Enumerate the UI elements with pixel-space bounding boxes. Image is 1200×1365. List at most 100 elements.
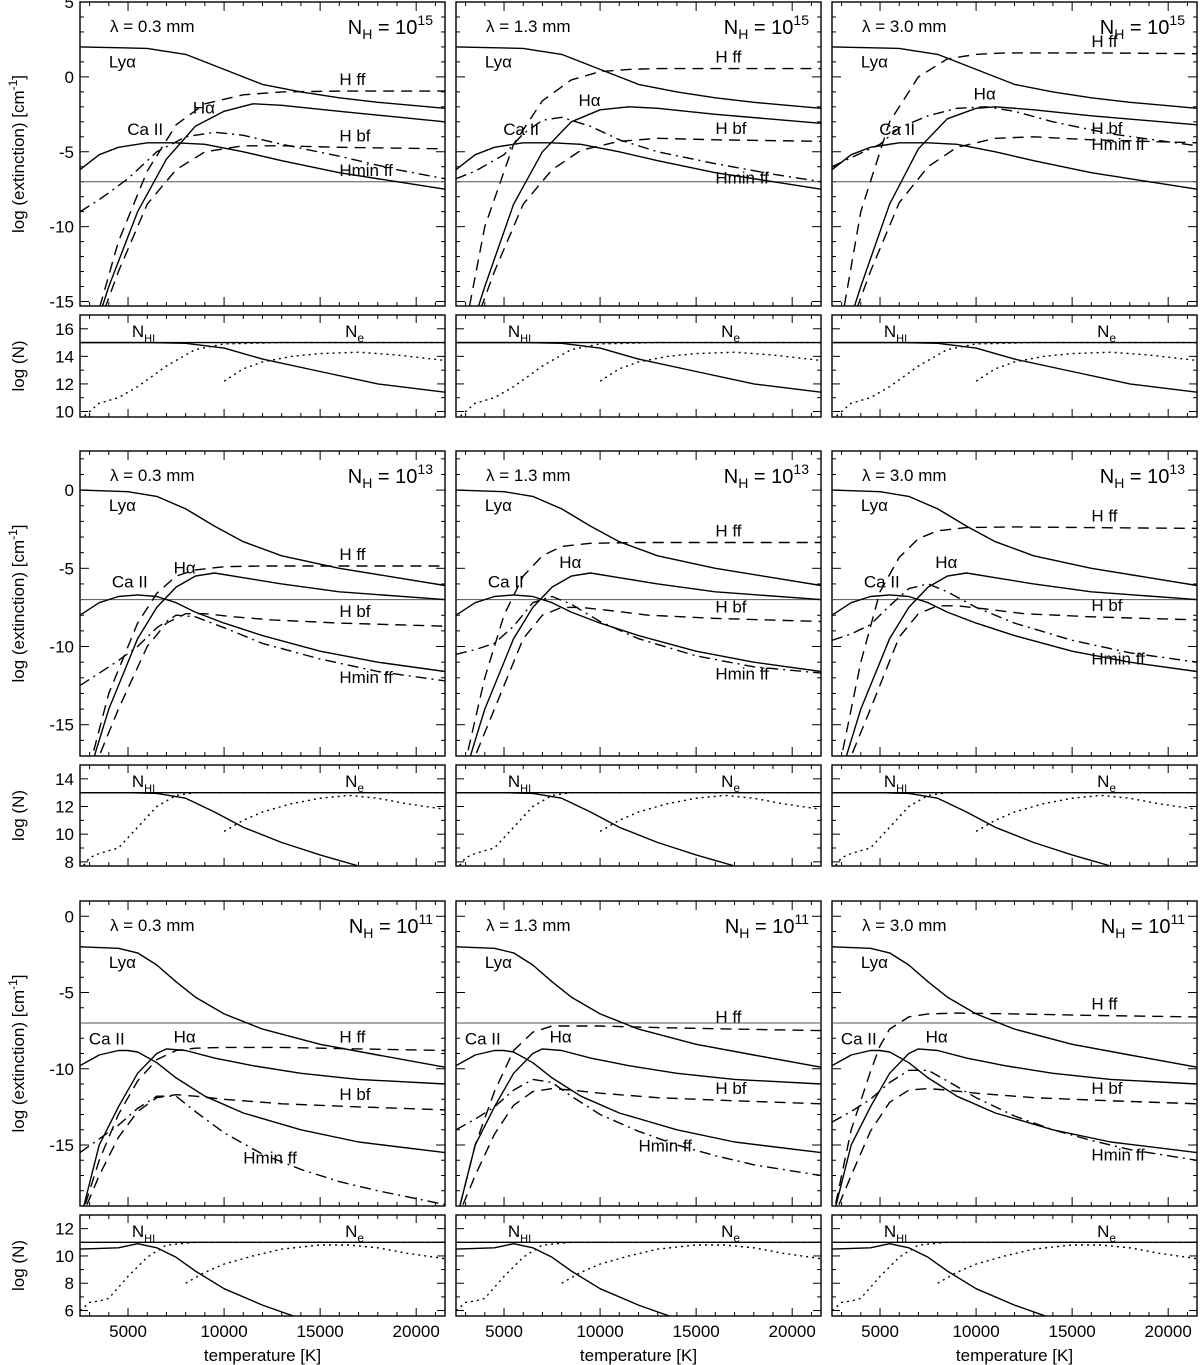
x-tick-label: 10000 — [576, 1322, 623, 1341]
density-n-hi — [832, 1242, 1048, 1316]
series-ly- — [832, 46, 1197, 109]
density-series-group — [80, 1241, 445, 1316]
x-tick-label: 5000 — [109, 1322, 147, 1341]
series-h-ff — [843, 52, 1197, 306]
series-ly- — [80, 46, 445, 109]
density-n-e-dotted — [223, 794, 445, 833]
series-group — [80, 489, 445, 756]
label-caii: Ca II — [465, 1030, 501, 1049]
y-tick-label: 10 — [55, 1247, 74, 1266]
density-n-e — [458, 341, 821, 417]
y-tick-label: 5 — [65, 0, 74, 12]
density-series-group — [832, 1241, 1197, 1316]
extinction-panel-r3-c1: 0 -5 -10 -15 λ = 0.3 mm NH = 1011 Lyα Hα Ca II H … — [49, 900, 446, 1207]
series-h-bf — [105, 145, 445, 306]
label-hff: H ff — [715, 1008, 741, 1027]
y-axis-title-density: log (N) — [9, 340, 28, 391]
label-nhi: NHI — [508, 772, 531, 795]
label-halpha: Hα — [926, 1027, 948, 1046]
series-hmin-ff — [832, 106, 1197, 168]
x-tick-label: 20000 — [393, 1322, 440, 1341]
y-tick-label: 10 — [55, 825, 74, 844]
x-tick-label: 5000 — [485, 1322, 523, 1341]
label-hff: H ff — [1091, 994, 1117, 1013]
label-ne: Ne — [721, 322, 740, 345]
extinction-panel-r1-c2: λ = 1.3 mm NH = 1015 Lyα Hα Ca II H ff H bf Hmi… — [455, 1, 822, 307]
x-axis-title: temperature [K] — [956, 1346, 1073, 1365]
y-tick-label: -10 — [49, 638, 74, 657]
label-lya: Lyα — [485, 496, 512, 515]
density-n-e — [834, 792, 1197, 866]
label-hminff: Hmin ff — [1091, 649, 1145, 668]
density-n-e — [82, 341, 445, 417]
series-h-ff — [840, 526, 1197, 756]
wavelength-label: λ = 3.0 mm — [862, 916, 947, 935]
label-hminff: Hmin ff — [639, 1136, 693, 1155]
label-lya: Lyα — [109, 953, 136, 972]
extinction-panel-r3-c2: λ = 1.3 mm NH = 1011 Lyα Hα Ca II H ff H bf Hmi… — [455, 900, 822, 1207]
label-hminff: Hmin ff — [339, 668, 393, 687]
series-h- — [469, 572, 821, 756]
density-series-group — [80, 792, 445, 866]
density-panel-r1-c2: NHI Ne — [455, 314, 822, 418]
series-hmin-ff — [456, 116, 821, 183]
series-h- — [845, 572, 1197, 756]
label-caii: Ca II — [89, 1030, 125, 1049]
density-panel-r3-c3: NHI Ne 5000 10000 15000 20000 — [831, 1214, 1198, 1341]
series-hmin-ff — [456, 595, 821, 674]
y-tick-label: 14 — [55, 770, 74, 789]
y-axis-title-extinction: log (extinction) [cm-1] — [6, 524, 28, 682]
series-ca-ii — [832, 142, 1197, 190]
series-hmin-ff — [80, 1095, 445, 1206]
x-tick-label: 5000 — [861, 1322, 899, 1341]
nh-label: NH = 1015 — [1100, 12, 1185, 42]
series-h-bf — [461, 1087, 821, 1206]
label-nhi: NHI — [132, 1222, 155, 1245]
label-nhi: NHI — [508, 1222, 531, 1245]
nh-label: NH = 1015 — [348, 12, 433, 42]
label-hbf: H bf — [339, 602, 370, 621]
series-h-bf — [85, 1093, 445, 1206]
series-ca-ii — [80, 1049, 445, 1154]
series-ca-ii — [832, 594, 1197, 673]
label-hbf: H bf — [1091, 119, 1122, 138]
series-ca-ii — [80, 594, 445, 673]
label-ne: Ne — [721, 1222, 740, 1245]
label-hbf: H bf — [339, 126, 370, 145]
label-hff: H ff — [339, 1028, 365, 1047]
y-tick-label: -15 — [49, 716, 74, 735]
series-hmin-ff — [80, 614, 445, 687]
density-n-e — [834, 341, 1197, 417]
label-hbf: H bf — [715, 119, 746, 138]
wavelength-label: λ = 0.3 mm — [110, 916, 195, 935]
label-ne: Ne — [721, 772, 740, 795]
series-ca-ii — [456, 142, 821, 190]
series-ly- — [456, 489, 821, 587]
density-series-group — [456, 1241, 821, 1316]
y-axis-title-density: log (N) — [9, 1240, 28, 1291]
label-ne: Ne — [345, 772, 364, 795]
series-ca-ii — [456, 1049, 821, 1154]
density-series-group — [80, 341, 445, 417]
label-ne: Ne — [1097, 772, 1116, 795]
label-lya: Lyα — [861, 53, 888, 72]
label-hminff: Hmin ff — [339, 161, 393, 180]
label-hminff: Hmin ff — [1091, 1145, 1145, 1164]
label-caii: Ca II — [879, 120, 915, 139]
label-halpha: Hα — [550, 1027, 572, 1046]
series-h-ff — [459, 1025, 821, 1206]
series-h- — [853, 106, 1197, 306]
series-h-bf — [481, 137, 821, 306]
density-series-group — [456, 792, 821, 866]
wavelength-label: λ = 3.0 mm — [862, 466, 947, 485]
y-tick-label: -15 — [49, 293, 74, 312]
label-halpha: Hα — [559, 553, 581, 572]
series-h-ff — [99, 90, 445, 306]
series-ca-ii — [456, 594, 821, 673]
density-n-e-dotted — [975, 794, 1197, 833]
y-tick-label: 12 — [55, 1220, 74, 1239]
y-tick-label: 8 — [65, 1274, 74, 1293]
series-h-bf — [850, 605, 1197, 756]
series-group — [80, 946, 445, 1206]
series-h- — [835, 1048, 1197, 1206]
